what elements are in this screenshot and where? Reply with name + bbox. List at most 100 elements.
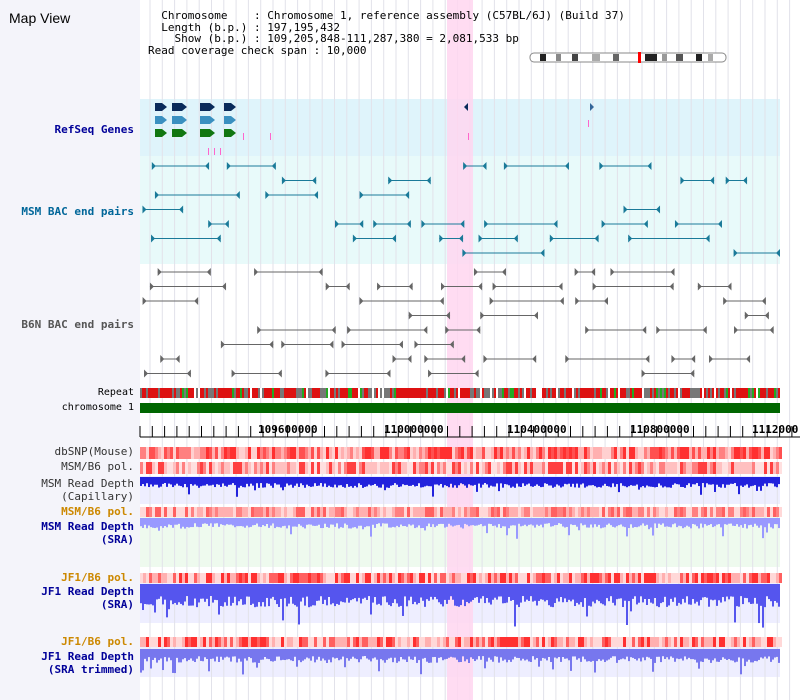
jf1-pol-strip <box>293 573 296 583</box>
jf1-pol-strip <box>692 573 695 583</box>
dbsnp-strip <box>635 447 638 459</box>
dbsnp-strip <box>773 447 776 459</box>
jf1-depth-sra-bar <box>756 584 758 604</box>
repeat-segment <box>656 388 658 398</box>
jf1-depth-sra-bar <box>150 584 152 605</box>
msm-pol-strip-2 <box>725 507 728 517</box>
msm-pol-strip-2 <box>143 507 146 517</box>
jf1-depth-sra-bar <box>318 584 320 601</box>
jf1-depth-trim-bar <box>174 649 176 674</box>
msm-bac-pair-end <box>142 205 147 214</box>
jf1-depth-sra-bar <box>230 584 232 606</box>
dbsnp-strip <box>188 447 191 459</box>
msm-pol-strip <box>314 462 317 474</box>
jf1-pol-strip <box>323 573 326 583</box>
jf1-pol-strip <box>479 573 482 583</box>
msm-depth-sra-bar <box>710 518 712 525</box>
repeat-segment <box>378 388 380 398</box>
jf1-depth-trim-bar <box>592 649 594 661</box>
msm-depth-sra-bar <box>448 518 450 524</box>
repeat-segment <box>472 388 474 398</box>
msm-pol-strip <box>668 462 671 474</box>
b6n-bac-pair-end <box>585 326 590 334</box>
jf1-depth-sra-bar <box>626 584 628 625</box>
jf1-pol-strip <box>497 573 500 583</box>
msm-depth-cap-bar <box>156 477 158 485</box>
dbsnp-strip <box>551 447 554 459</box>
jf1-pol-strip <box>470 573 473 583</box>
jf1-depth-sra-bar <box>712 584 714 601</box>
jf1-pol-strip <box>713 573 716 583</box>
msm-bac-pair-end <box>271 162 276 170</box>
msm-pol-strip <box>431 462 434 474</box>
msm-depth-cap-bar <box>178 477 180 486</box>
msm-pol-strip <box>752 462 755 474</box>
msm-depth-sra-bar <box>556 518 558 526</box>
jf1-depth-sra-bar <box>424 584 426 607</box>
jf1-depth-sra-bar <box>352 584 354 600</box>
msm-depth-cap-bar <box>242 477 244 488</box>
msm-depth-cap-bar <box>502 477 504 488</box>
msm-depth-sra-bar <box>424 518 426 531</box>
jf1-pol-strip <box>182 573 185 583</box>
msm-pol-strip-2 <box>671 507 674 517</box>
msm-depth-sra-bar <box>394 518 396 528</box>
jf1-pol-strip-2 <box>560 637 563 647</box>
jf1-pol-strip-2 <box>512 637 515 647</box>
msm-pol-strip-2 <box>308 507 311 517</box>
jf1-pol-strip <box>605 573 608 583</box>
jf1-pol-strip <box>698 573 701 583</box>
jf1-depth-trim-bar <box>190 649 192 659</box>
jf1-pol-strip <box>488 573 491 583</box>
repeat-segment <box>642 388 644 398</box>
jf1-depth-sra-bar <box>730 584 732 597</box>
jf1-pol-strip <box>710 573 713 583</box>
dbsnp-strip <box>413 447 416 459</box>
jf1-pol-strip <box>143 573 146 583</box>
repeat-segment <box>316 388 318 398</box>
msm-pol-strip <box>746 462 749 474</box>
jf1-depth-trim-bar <box>454 649 456 658</box>
msm-depth-cap-bar <box>508 477 510 486</box>
msm-depth-cap-bar <box>452 477 454 488</box>
dbsnp-strip <box>377 447 380 459</box>
msm-depth-cap-bar <box>510 477 512 488</box>
msm-pol-strip <box>653 462 656 474</box>
b6n-bac-pair-end <box>446 311 451 320</box>
dbsnp-strip <box>422 447 425 459</box>
msm-pol-strip-2 <box>629 507 632 517</box>
msm-pol-strip-2 <box>371 507 374 517</box>
jf1-depth-trim-bar <box>468 649 470 663</box>
msm-depth-cap-bar <box>462 477 464 485</box>
b6n-bac-pair-end <box>575 297 580 305</box>
jf1-pol-strip-2 <box>575 637 578 647</box>
repeat-segment <box>672 388 674 398</box>
jf1-pol-strip <box>221 573 224 583</box>
dbsnp-strip <box>284 447 287 459</box>
jf1-depth-trim-bar <box>328 649 330 660</box>
dbsnp-strip <box>290 447 293 459</box>
jf1-depth-trim-bar <box>420 649 422 675</box>
msm-pol-strip-2 <box>233 507 236 517</box>
jf1-pol-strip-2 <box>143 637 146 647</box>
msm-depth-cap-bar <box>490 477 492 486</box>
msm-depth-cap-bar <box>512 477 514 487</box>
repeat-segment <box>458 388 460 398</box>
b6n-bac-pair-end <box>702 326 707 334</box>
jf1-pol-strip <box>659 573 662 583</box>
msm-depth-cap-bar <box>698 477 700 487</box>
dbsnp-strip <box>146 447 149 459</box>
jf1-depth-trim-bar <box>142 649 144 671</box>
jf1-depth-trim-bar <box>492 649 494 662</box>
repeat-segment <box>304 388 306 398</box>
b6n-bac-pair-end <box>533 311 538 320</box>
jf1-depth-trim-bar <box>178 649 180 663</box>
msm-depth-cap-bar <box>482 477 484 485</box>
b6n-bac-pair-end <box>769 326 774 334</box>
repeat-segment <box>554 388 556 398</box>
repeat-segment <box>314 388 316 398</box>
msm-pol-strip-2 <box>242 507 245 517</box>
msm-pol-strip <box>488 462 491 474</box>
jf1-depth-trim-bar <box>198 649 200 657</box>
